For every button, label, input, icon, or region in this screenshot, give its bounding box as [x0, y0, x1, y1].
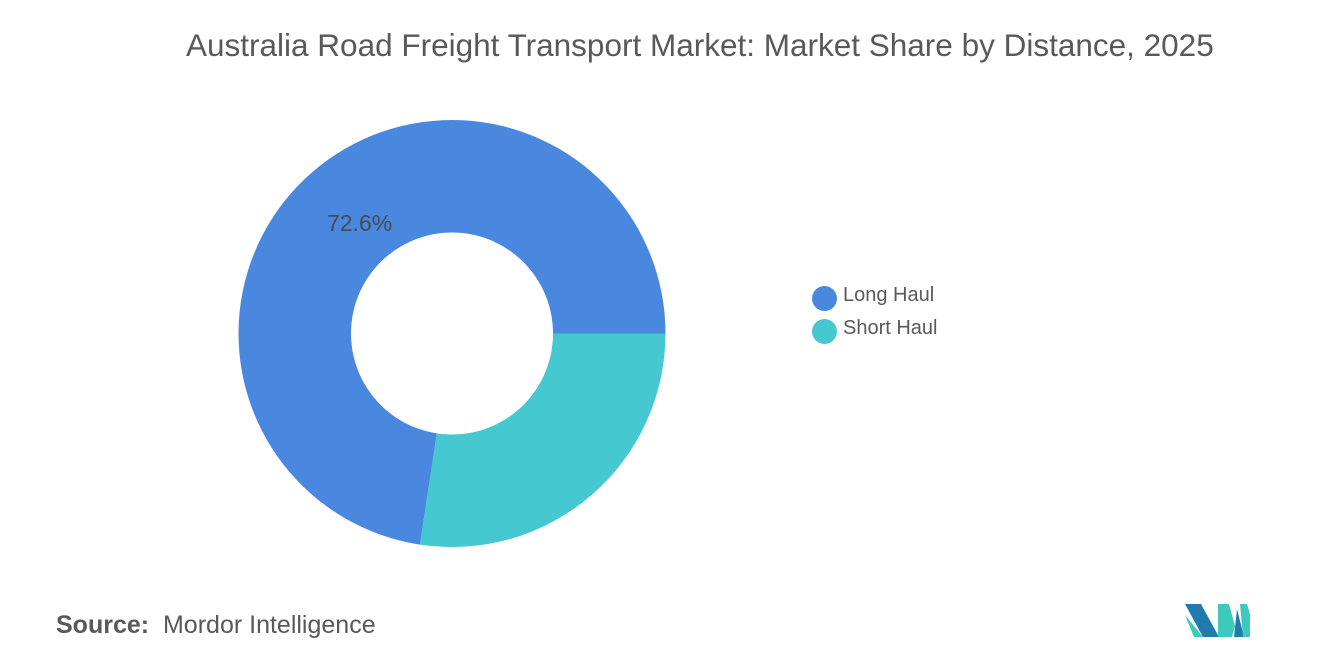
svg-text:72.6%: 72.6%: [327, 210, 392, 236]
